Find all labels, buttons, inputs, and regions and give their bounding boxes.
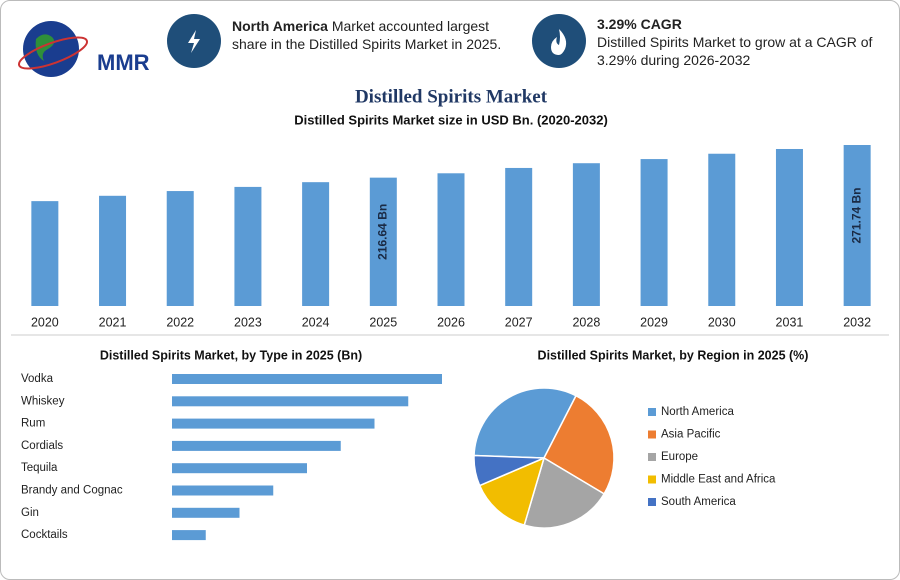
icon-bolt — [167, 14, 221, 68]
chart-title: Distilled Spirits Market, by Type in 202… — [100, 348, 362, 362]
y-tick-label: Cocktails — [21, 529, 68, 541]
legend-label: Asia Pacific — [661, 429, 721, 441]
icon-glyph — [188, 30, 200, 53]
x-tick-label: 2031 — [776, 315, 804, 329]
pie-slice — [478, 456, 546, 527]
y-tick-label: Rum — [21, 418, 45, 430]
x-tick-label: 2021 — [99, 315, 127, 329]
highlight-title: 3.29% CAGR — [597, 16, 682, 32]
bar — [302, 182, 330, 306]
chart-title: Distilled Spirits Market — [355, 86, 548, 107]
legend-swatch — [648, 408, 656, 416]
bar — [99, 195, 127, 306]
bar — [437, 173, 465, 306]
legend-swatch — [648, 430, 656, 439]
x-tick-label: 2023 — [234, 315, 262, 329]
highlight-text: Market accounted largest share in the Di… — [232, 18, 502, 52]
logo-text: MMR — [97, 50, 150, 75]
legend-label: North America — [661, 406, 734, 418]
icon-glyph — [551, 29, 567, 55]
highlight-1: North America Market accounted largest s… — [232, 17, 512, 53]
data-label: 271.74 Bn — [849, 187, 863, 243]
chart-title: Distilled Spirits Market, by Region in 2… — [538, 348, 809, 362]
logo-land — [35, 34, 55, 61]
y-tick-label: Whiskey — [21, 395, 65, 407]
data-label: 216.64 Bn — [375, 204, 389, 260]
bar — [572, 163, 600, 306]
bar — [172, 485, 274, 496]
bar — [234, 186, 262, 306]
highlight-text: Distilled Spirits Market to grow at a CA… — [597, 34, 873, 68]
y-tick-label: Gin — [21, 507, 39, 519]
bar — [505, 167, 533, 306]
legend-swatch — [648, 453, 656, 461]
pie-slice — [523, 456, 606, 529]
x-tick-label: 2032 — [843, 315, 871, 329]
x-tick-label: 2020 — [31, 315, 59, 329]
x-tick-label: 2025 — [369, 315, 397, 329]
bar — [172, 418, 375, 429]
bar — [369, 177, 397, 306]
bar — [31, 201, 59, 306]
chart-subtitle: Distilled Spirits Market size in USD Bn.… — [294, 112, 608, 127]
legend-label: South America — [661, 496, 736, 508]
x-tick-label: 2026 — [437, 315, 465, 329]
bar — [172, 463, 307, 474]
y-tick-label: Brandy and Cognac — [21, 485, 123, 497]
bar — [166, 191, 194, 306]
legend-label: Middle East and Africa — [661, 474, 776, 486]
x-tick-label: 2029 — [640, 315, 668, 329]
icon-flame — [532, 14, 586, 68]
highlight-2: 3.29% CAGR Distilled Spirits Market to g… — [597, 15, 882, 69]
bar — [775, 148, 803, 306]
logo-orbit — [17, 36, 89, 70]
x-tick-label: 2028 — [572, 315, 600, 329]
pie-slice — [473, 454, 545, 487]
highlight-bold: North America — [232, 18, 328, 34]
bar — [172, 507, 240, 518]
bar — [708, 153, 736, 306]
legend-swatch — [648, 475, 656, 484]
logo-globe — [23, 21, 79, 77]
x-tick-label: 2030 — [708, 315, 736, 329]
x-tick-label: 2027 — [505, 315, 533, 329]
pie-slice — [473, 387, 578, 459]
pie-slice — [543, 394, 615, 495]
bar — [172, 374, 442, 384]
legend-label: Europe — [661, 451, 698, 463]
y-tick-label: Vodka — [21, 373, 54, 385]
bar — [843, 145, 871, 306]
y-tick-label: Cordials — [21, 440, 63, 452]
bar — [640, 159, 668, 306]
y-tick-label: Tequila — [21, 462, 58, 474]
x-tick-label: 2022 — [166, 315, 194, 329]
bar — [172, 440, 341, 451]
bar — [172, 530, 206, 541]
x-tick-label: 2024 — [302, 315, 330, 329]
legend-swatch — [648, 498, 656, 506]
bar — [172, 396, 409, 407]
